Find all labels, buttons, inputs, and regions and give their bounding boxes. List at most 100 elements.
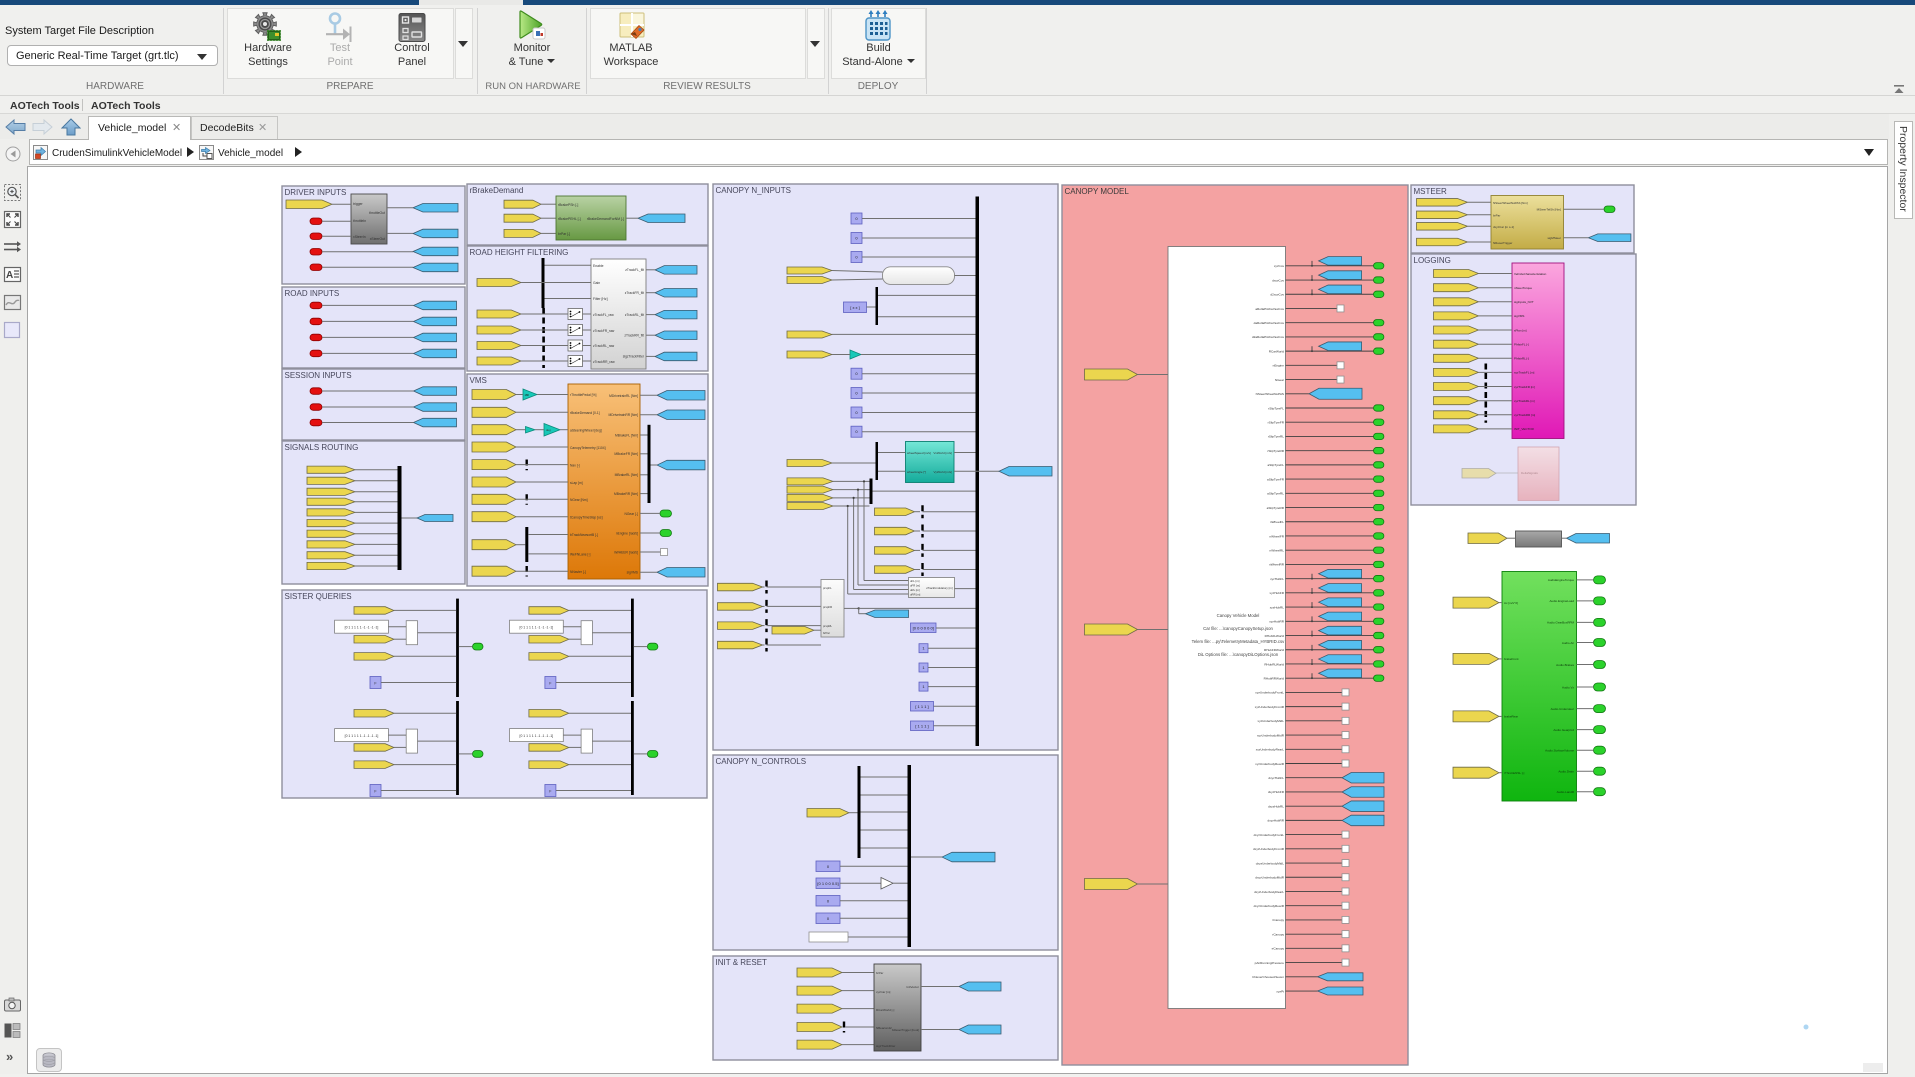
svg-text:NSteerWheelNuPAS [Nm]: NSteerWheelNuPAS [Nm] — [1493, 201, 1528, 205]
svg-text:throttleIn: throttleIn — [353, 219, 366, 223]
svg-text:[ x x ]: [ x x ] — [850, 305, 860, 310]
svg-text:prspFR: prspFR — [823, 605, 832, 609]
svg-text:uFL [m]: uFL [m] — [910, 579, 920, 583]
svg-text:dxyzUnderbodyMidR: dxyzUnderbodyMidR — [1255, 876, 1284, 880]
svg-text:NResetTrigger: NResetTrigger — [1493, 241, 1512, 245]
svg-text:DeltaSignals: DeltaSignals — [1521, 471, 1538, 475]
svg-text:0: 0 — [855, 236, 858, 241]
svg-text:0: 0 — [855, 371, 858, 376]
svg-text:rBrakePSh [-]: rBrakePSh [-] — [558, 203, 578, 207]
svg-text:zTrackRL_raw: zTrackRL_raw — [593, 344, 615, 348]
svg-text:dxyzUnderbodyRearL: dxyzUnderbodyRearL — [1254, 890, 1284, 894]
svg-text:RHubFRWorld: RHubFRWorld — [1264, 648, 1284, 652]
svg-text:deg: deg — [546, 428, 551, 432]
svg-text:xyzUnderbodyFrontL: xyzUnderbodyFrontL — [1255, 691, 1284, 695]
svg-text:MDrivetrainRR [Nm]: MDrivetrainRR [Nm] — [609, 413, 639, 417]
svg-text:wheelAngle [°]: wheelAngle [°] — [907, 470, 926, 474]
svg-text:xyzHubRR: xyzHubRR — [1269, 620, 1285, 624]
svg-text:RCarWorld: RCarWorld — [1269, 349, 1285, 353]
svg-text:rBrakeDemand: rBrakeDemand — [470, 186, 524, 195]
svg-text:[0 1 1 1 1 1 -1 -1 -1 -1]: [0 1 1 1 1 1 -1 -1 -1 -1] — [520, 734, 554, 738]
svg-text:aSlipTyreFL: aSlipTyreFL — [1267, 463, 1284, 467]
svg-text:MBrakeFL [Nm]: MBrakeFL [Nm] — [615, 433, 638, 437]
svg-text:aRollaPitchaYawCov: aRollaPitchaYawCov — [1255, 307, 1284, 311]
svg-text:0: 0 — [827, 916, 830, 921]
svg-text:nWheelRR: nWheelRR — [1269, 563, 1285, 567]
svg-text:sigVMS: sigVMS — [627, 571, 639, 575]
svg-text:uFR [m]: uFR [m] — [910, 584, 920, 588]
svg-text:uRL [m]: uRL [m] — [910, 588, 920, 592]
svg-text:eCanopy: eCanopy — [1272, 947, 1285, 951]
svg-text:pAirRunningPressure: pAirRunningPressure — [1255, 961, 1285, 965]
svg-text:sPlan [m]: sPlan [m] — [1514, 328, 1527, 332]
svg-text:aSlipTyreFR: aSlipTyreFR — [1267, 477, 1285, 481]
svg-text:A: A — [6, 270, 13, 281]
svg-text:Audio.EngineLoad: Audio.EngineLoad — [1549, 599, 1574, 603]
svg-text:aSteeringWheel [deg]: aSteeringWheel [deg] — [570, 429, 602, 433]
svg-text:aSlipTyreRR: aSlipTyreRR — [1267, 506, 1285, 510]
svg-text:d2xyzCov: d2xyzCov — [1270, 293, 1284, 297]
svg-text:VxWorld [m/s]: VxWorld [m/s] — [933, 451, 952, 455]
svg-text:MSTEER: MSTEER — [1414, 187, 1448, 196]
svg-text:RCarWorld [-]: RCarWorld [-] — [876, 1008, 894, 1012]
svg-text:VMS: VMS — [470, 376, 487, 385]
svg-text:PfrfstrFL [-]: PfrfstrFL [-] — [1514, 343, 1529, 347]
svg-text:Telem file: ...py\TelemetryMet: Telem file: ...py\TelemetryMetadata_HYBR… — [1192, 639, 1286, 644]
svg-text:[0 1 1 1 1 1 -1 -1 -1 -1]: [0 1 1 1 1 1 -1 -1 -1 -1] — [345, 625, 379, 629]
svg-text:sigMSteer: sigMSteer — [1547, 236, 1561, 240]
svg-text:brPar: brPar — [1493, 214, 1500, 218]
svg-text:Audio.Understeer: Audio.Understeer — [1551, 707, 1574, 711]
svg-text:dxyzUnderbodyMidL: dxyzUnderbodyMidL — [1256, 861, 1284, 865]
svg-text:throttleOut: throttleOut — [369, 211, 385, 215]
svg-text:rCanopy: rCanopy — [1272, 932, 1284, 936]
svg-text:rBrakePEHL [-]: rBrakePEHL [-] — [558, 217, 581, 221]
svg-text:Car file: ...\canopyCanopySetu: Car file: ...\canopyCanopySetup.json — [1203, 626, 1273, 631]
svg-text:NSteerWheelNuPAS: NSteerWheelNuPAS — [1256, 392, 1284, 396]
svg-text:0: 0 — [827, 898, 830, 903]
svg-text:xyzTrackRL [m]: xyzTrackRL [m] — [1514, 399, 1535, 403]
svg-text:[0 1 1 1 1 1 -1 -1 -1 -1]: [0 1 1 1 1 1 -1 -1 -1 -1] — [345, 734, 379, 738]
svg-text:prspRL: prspRL — [823, 624, 832, 628]
svg-text:xyzHubFL: xyzHubFL — [1270, 577, 1284, 581]
svg-text:xyzTrackFL [m]: xyzTrackFL [m] — [1514, 371, 1534, 375]
svg-text:xSteerOut: xSteerOut — [370, 237, 385, 241]
svg-text:SISTER QUERIES: SISTER QUERIES — [285, 592, 352, 601]
svg-text:[0 0 0 0 0 0]: [0 0 0 0 0 0] — [913, 625, 934, 630]
svg-text:xyzCov: xyzCov — [1274, 264, 1285, 268]
svg-text:xyzUnderbodyRearL: xyzUnderbodyRearL — [1256, 748, 1284, 752]
svg-text:nSteerTorque: nSteerTorque — [1514, 286, 1532, 290]
svg-text:Audio.LandR: Audio.LandR — [1557, 790, 1575, 794]
svg-text:bResetTrigger [bool]: bResetTrigger [bool] — [892, 1028, 919, 1032]
svg-text:AudioEngineTorque: AudioEngineTorque — [1548, 578, 1575, 582]
svg-text:INIT_VECTOR: INIT_VECTOR — [1514, 427, 1535, 431]
svg-text:0: 0 — [855, 216, 858, 221]
svg-text:MBrakeRR [Nm]: MBrakeRR [Nm] — [614, 492, 638, 496]
svg-text:xyzTrackRR [m]: xyzTrackRR [m] — [1514, 413, 1535, 417]
svg-text:xyzTrackFR [m]: xyzTrackFR [m] — [1514, 385, 1535, 389]
svg-text:F: F — [549, 790, 552, 794]
svg-text:zTrackRR_filt: zTrackRR_filt — [624, 334, 644, 338]
svg-text:uTrackUndulatory [m]: uTrackUndulatory [m] — [926, 586, 953, 590]
svg-text:rSlipTyreFL: rSlipTyreFL — [1268, 406, 1284, 410]
svg-text:brakeFront: brakeFront — [1504, 657, 1519, 661]
svg-text:RHubRLWorld: RHubRLWorld — [1264, 662, 1284, 666]
svg-text:rSlipTyreFR: rSlipTyreFR — [1268, 421, 1285, 425]
svg-text:[ 1 1 1 ]: [ 1 1 1 ] — [915, 704, 928, 709]
svg-text:Audio.Brakes: Audio.Brakes — [1556, 663, 1574, 667]
svg-text:MBrakeFR [Nm]: MBrakeFR [Nm] — [614, 452, 638, 456]
svg-text:brPar: brPar — [876, 971, 883, 975]
svg-text:sigzTrackFilter: sigzTrackFilter — [876, 1044, 895, 1048]
svg-text:1: 1 — [922, 665, 925, 670]
svg-text:wheelSpeed [m/s]: wheelSpeed [m/s] — [907, 451, 931, 455]
svg-text:NGear: NGear — [1275, 378, 1284, 382]
svg-text:[0 1 0 0 0.5]: [0 1 0 0 0.5] — [817, 881, 838, 886]
svg-text:bTrackNewsortB [-]: bTrackNewsortB [-] — [570, 533, 598, 537]
svg-text:rBrakeDemand [0-1]: rBrakeDemand [0-1] — [570, 411, 600, 415]
svg-text:xSteerIn: xSteerIn — [353, 235, 366, 239]
svg-text:0: 0 — [855, 429, 858, 434]
svg-text:rThrottlePedal [%]: rThrottlePedal [%] — [570, 393, 596, 397]
svg-text:dxyzHubRL: dxyzHubRL — [1268, 804, 1284, 808]
svg-text:xyzHubFR: xyzHubFR — [1270, 591, 1285, 595]
svg-text:Gain: Gain — [593, 281, 600, 285]
svg-text:Audio.GearpUd: Audio.GearpUd — [1553, 728, 1574, 732]
